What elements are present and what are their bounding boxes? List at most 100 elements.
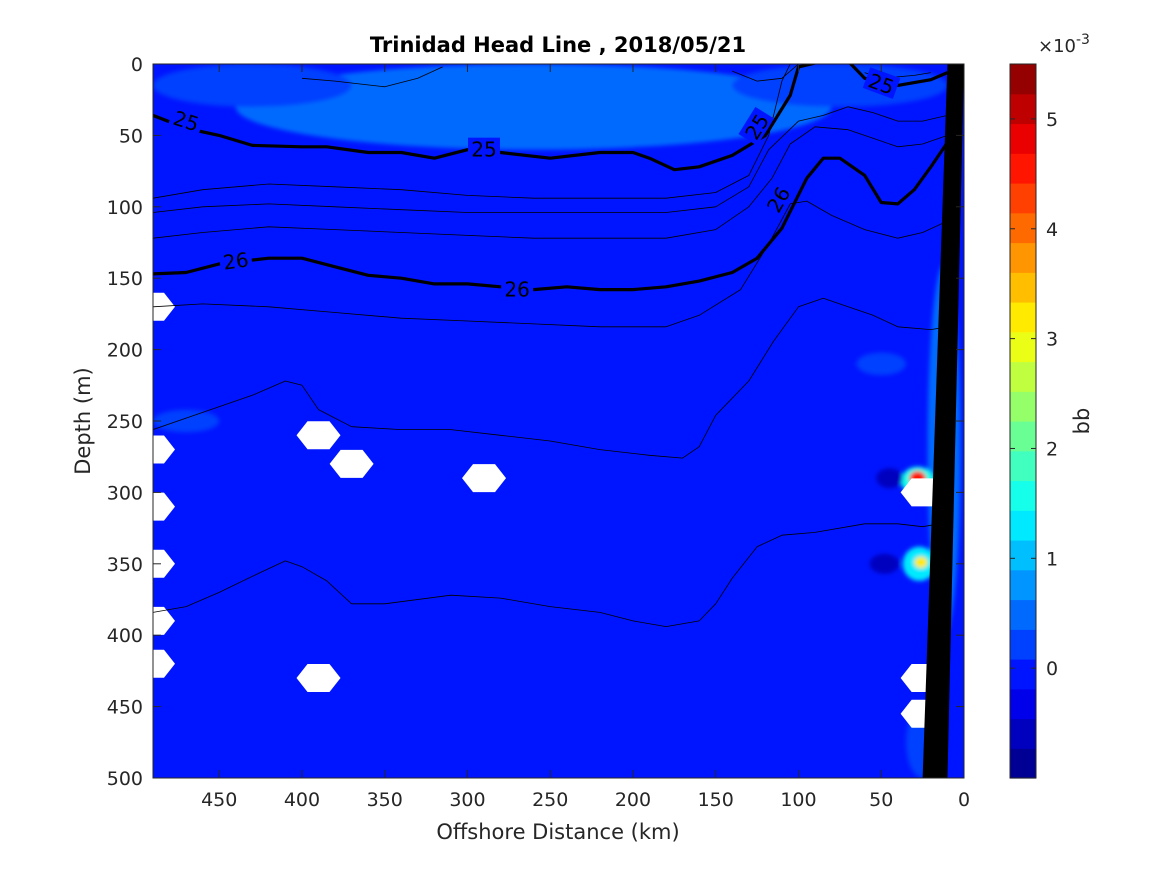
colorbar-step: [1010, 629, 1036, 660]
colorbar-step: [1010, 331, 1036, 363]
land-mask: [922, 64, 964, 778]
colorbar-step: [1010, 183, 1036, 214]
x-tick-label: 300: [449, 789, 485, 811]
field-patch: [153, 409, 220, 433]
contour-label-bg: [760, 179, 796, 219]
field-patch: [732, 64, 948, 107]
colorbar-step: [1010, 569, 1036, 601]
missing-data-marker: [153, 649, 175, 678]
field-patch: [235, 64, 832, 150]
y-tick-label: 400: [107, 625, 143, 647]
y-tick-label: 100: [107, 197, 143, 219]
y-tick-label: 0: [131, 54, 143, 76]
colorbar-step: [1010, 659, 1036, 690]
y-axis-ticks: 0 50 100 150 200 250 300 350 400 450 500: [107, 54, 964, 790]
y-tick-label: 250: [107, 411, 143, 433]
contour-label: 26: [221, 247, 250, 274]
contour-label: 25: [471, 138, 496, 162]
x-tick-label: 350: [367, 789, 403, 811]
colorbar-step: [1010, 510, 1036, 541]
missing-data-marker: [329, 449, 374, 478]
contour-line: [301, 66, 443, 88]
missing-data-marker: [153, 292, 175, 321]
contour-label: 26: [504, 278, 529, 302]
colorbar-step: [1010, 93, 1036, 125]
missing-data-marker: [153, 492, 175, 521]
colorbar-step: [1010, 212, 1036, 244]
colorbar-tick-label: 4: [1046, 219, 1058, 241]
colorbar-frame: [1009, 63, 1037, 779]
colorbar-step: [1010, 421, 1036, 452]
colorbar-step: [1010, 748, 1036, 779]
colorbar-exponent-base: ×10: [1038, 36, 1076, 57]
contour-line-labeled: [153, 141, 949, 292]
colorbar-step: [1010, 718, 1036, 749]
colorbar-step: [1010, 688, 1036, 720]
colorbar-tick-label: 2: [1046, 438, 1058, 460]
contour-line: [153, 106, 948, 213]
field-patch: [153, 64, 352, 107]
y-tick-label: 300: [107, 482, 143, 504]
colorbar-step: [1010, 540, 1036, 571]
colorbar-step: [1010, 302, 1036, 333]
contour-label-bg: [501, 277, 534, 300]
colorbar-step: [1010, 361, 1036, 392]
colorbar-step: [1010, 599, 1036, 630]
x-tick-label: 50: [869, 789, 893, 811]
land-polygon: [922, 64, 964, 778]
y-tick-label: 500: [107, 768, 143, 790]
contour-line: [153, 64, 791, 199]
x-tick-label: 400: [284, 789, 320, 811]
colorbar-tick-label: 1: [1046, 548, 1058, 570]
missing-data-marker: [296, 421, 341, 450]
x-tick-label: 150: [698, 789, 734, 811]
colorbar-exponent-power: -3: [1076, 32, 1090, 48]
y-tick-label: 350: [107, 554, 143, 576]
colorbar-tick-label: 0: [1046, 658, 1058, 680]
x-tick-label: 100: [780, 789, 816, 811]
missing-data-marker: [462, 464, 507, 493]
colorbar-exponent: ×10-3: [1038, 32, 1090, 57]
contour-line: [153, 297, 948, 459]
chart-title: Trinidad Head Line , 2018/05/21: [370, 33, 746, 57]
contour-label-bg: [468, 137, 501, 160]
contour-label-bg: [862, 67, 901, 99]
y-tick-label: 450: [107, 697, 143, 719]
y-tick-label: 200: [107, 340, 143, 362]
field-patch: [856, 352, 907, 376]
colorbar-tick-label: 3: [1046, 329, 1058, 351]
colorbar-tick-label: 5: [1046, 109, 1058, 131]
contour-line: [153, 523, 940, 627]
x-axis-label: Offshore Distance (km): [436, 820, 679, 844]
contour-line: [732, 64, 799, 82]
contour-label-bg: [738, 106, 775, 146]
missing-data-marker: [153, 435, 175, 464]
x-tick-label: 250: [532, 789, 568, 811]
field-patch: [914, 556, 928, 569]
x-tick-label: 200: [615, 789, 651, 811]
y-tick-label: 50: [119, 125, 143, 147]
colorbar-step: [1010, 153, 1036, 184]
missing-data-marker: [153, 606, 175, 635]
x-tick-label: 450: [201, 789, 237, 811]
field-background: [153, 64, 964, 778]
missing-data-marker: [296, 664, 341, 693]
colorbar-step: [1010, 480, 1036, 511]
colorbar-step: [1010, 64, 1036, 95]
contour-label-bg: [167, 104, 206, 136]
field-patch: [869, 553, 900, 574]
density-contours: [153, 64, 949, 627]
colorbar-step: [1010, 450, 1036, 482]
y-tick-label: 150: [107, 268, 143, 290]
colorbar-step: [1010, 272, 1036, 303]
contour-label-bg: [218, 246, 253, 274]
colorbar: 0 1 2 3 4 5 bb ×10-3: [1009, 32, 1094, 779]
field-patch: [876, 468, 903, 489]
contour-line: [153, 126, 948, 239]
x-axis-ticks: 450 400 350 300 250 200 150 100 50 0: [201, 64, 970, 811]
y-axis-label: Depth (m): [71, 367, 95, 474]
colorbar-step: [1010, 242, 1036, 273]
